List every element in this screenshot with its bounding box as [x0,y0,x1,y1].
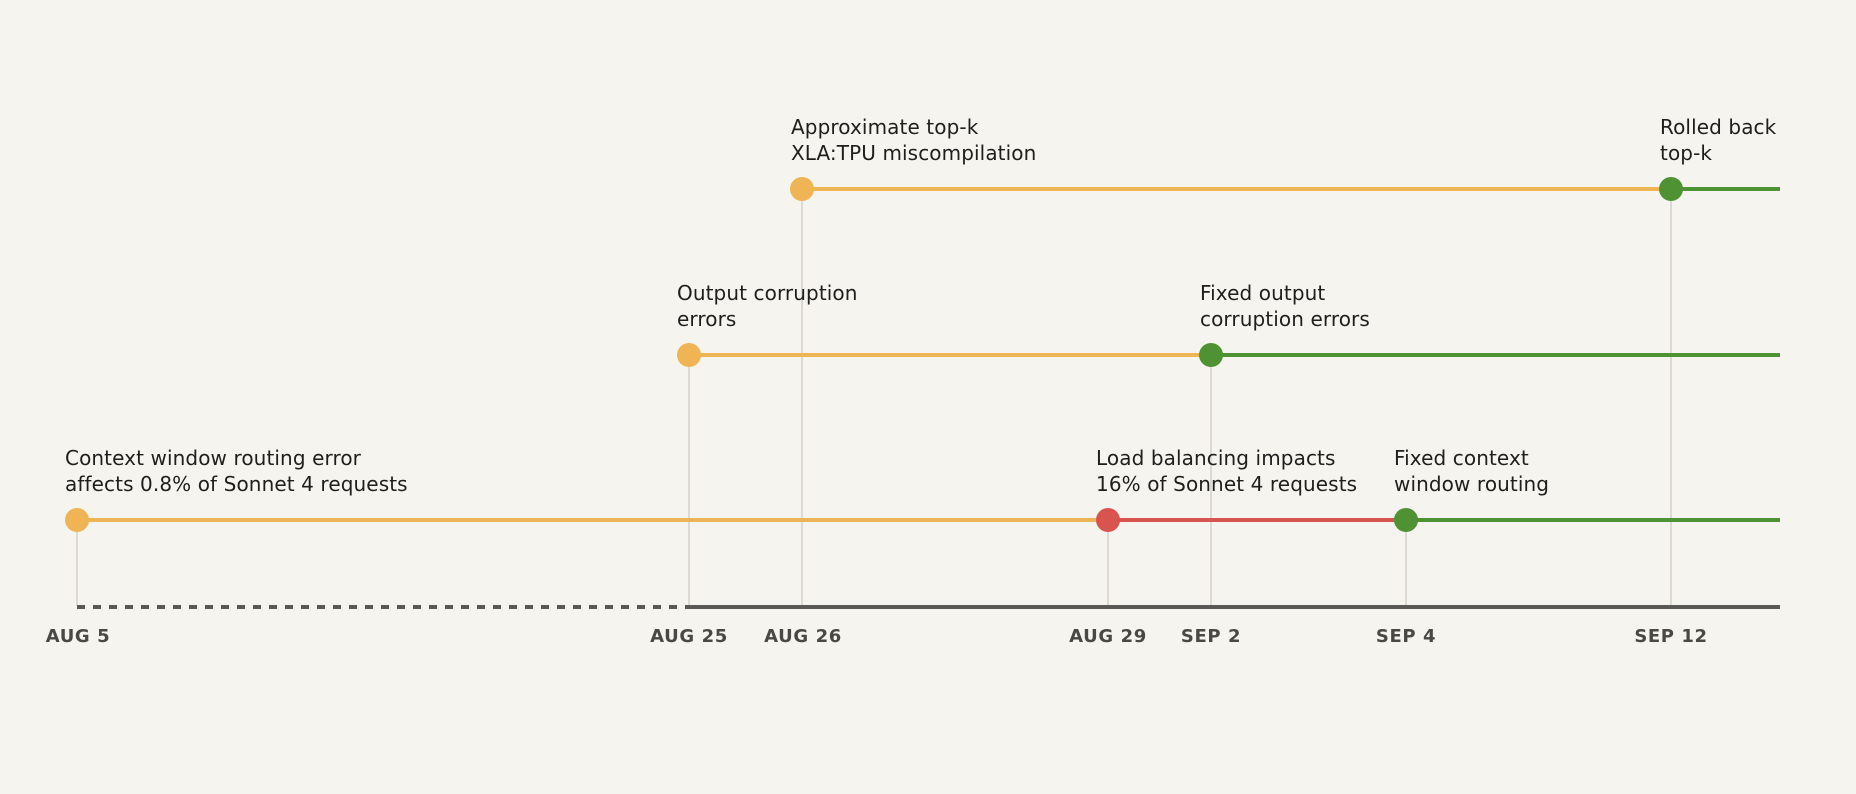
load-balancing-marker [1096,508,1120,532]
label-context-error-line-2: affects 0.8% of Sonnet 4 requests [65,472,408,496]
label-topk-error-line-1: Approximate top-k [791,115,979,139]
context-error-marker [65,508,89,532]
topk-rolled-back-marker [1659,177,1683,201]
label-topk-error: Approximate top-k XLA:TPU miscompilation [791,114,1036,166]
tick-label-sep-2: SEP 2 [1180,626,1242,647]
label-context-fixed-line-1: Fixed context [1394,446,1529,470]
label-context-fixed: Fixed context window routing [1394,445,1549,497]
label-context-error: Context window routing error affects 0.8… [65,445,408,497]
topk-error-marker [790,177,814,201]
label-output-fixed-line-2: corruption errors [1200,307,1370,331]
label-load-balancing-line-1: Load balancing impacts [1096,446,1336,470]
tick-label-sep-12: SEP 12 [1634,626,1708,647]
label-output-fixed-line-1: Fixed output [1200,281,1326,305]
label-load-balancing-line-2: 16% of Sonnet 4 requests [1096,472,1358,496]
label-context-error-line-1: Context window routing error [65,446,361,470]
output-fixed-marker [1199,343,1223,367]
label-topk-rolled-back: Rolled back top-k [1660,114,1776,166]
label-topk-rolled-back-line-2: top-k [1660,141,1713,165]
tick-label-aug-29: AUG 29 [1069,626,1147,647]
label-load-balancing: Load balancing impacts 16% of Sonnet 4 r… [1096,445,1357,497]
tick-label-aug-26: AUG 26 [764,626,842,647]
output-error-marker [677,343,701,367]
tick-label-aug-25: AUG 25 [650,626,728,647]
label-output-fixed: Fixed output corruption errors [1200,280,1370,332]
label-output-errors-line-2: errors [677,307,737,331]
label-context-fixed-line-2: window routing [1394,472,1550,496]
label-output-errors-line-1: Output corruption [677,281,858,305]
tick-label-sep-4: SEP 4 [1375,626,1437,647]
context-fixed-marker [1394,508,1418,532]
label-topk-rolled-back-line-1: Rolled back [1660,115,1777,139]
label-output-errors: Output corruption errors [677,280,858,332]
tick-label-aug-5: AUG 5 [45,626,111,647]
label-topk-error-line-2: XLA:TPU miscompilation [791,141,1037,165]
